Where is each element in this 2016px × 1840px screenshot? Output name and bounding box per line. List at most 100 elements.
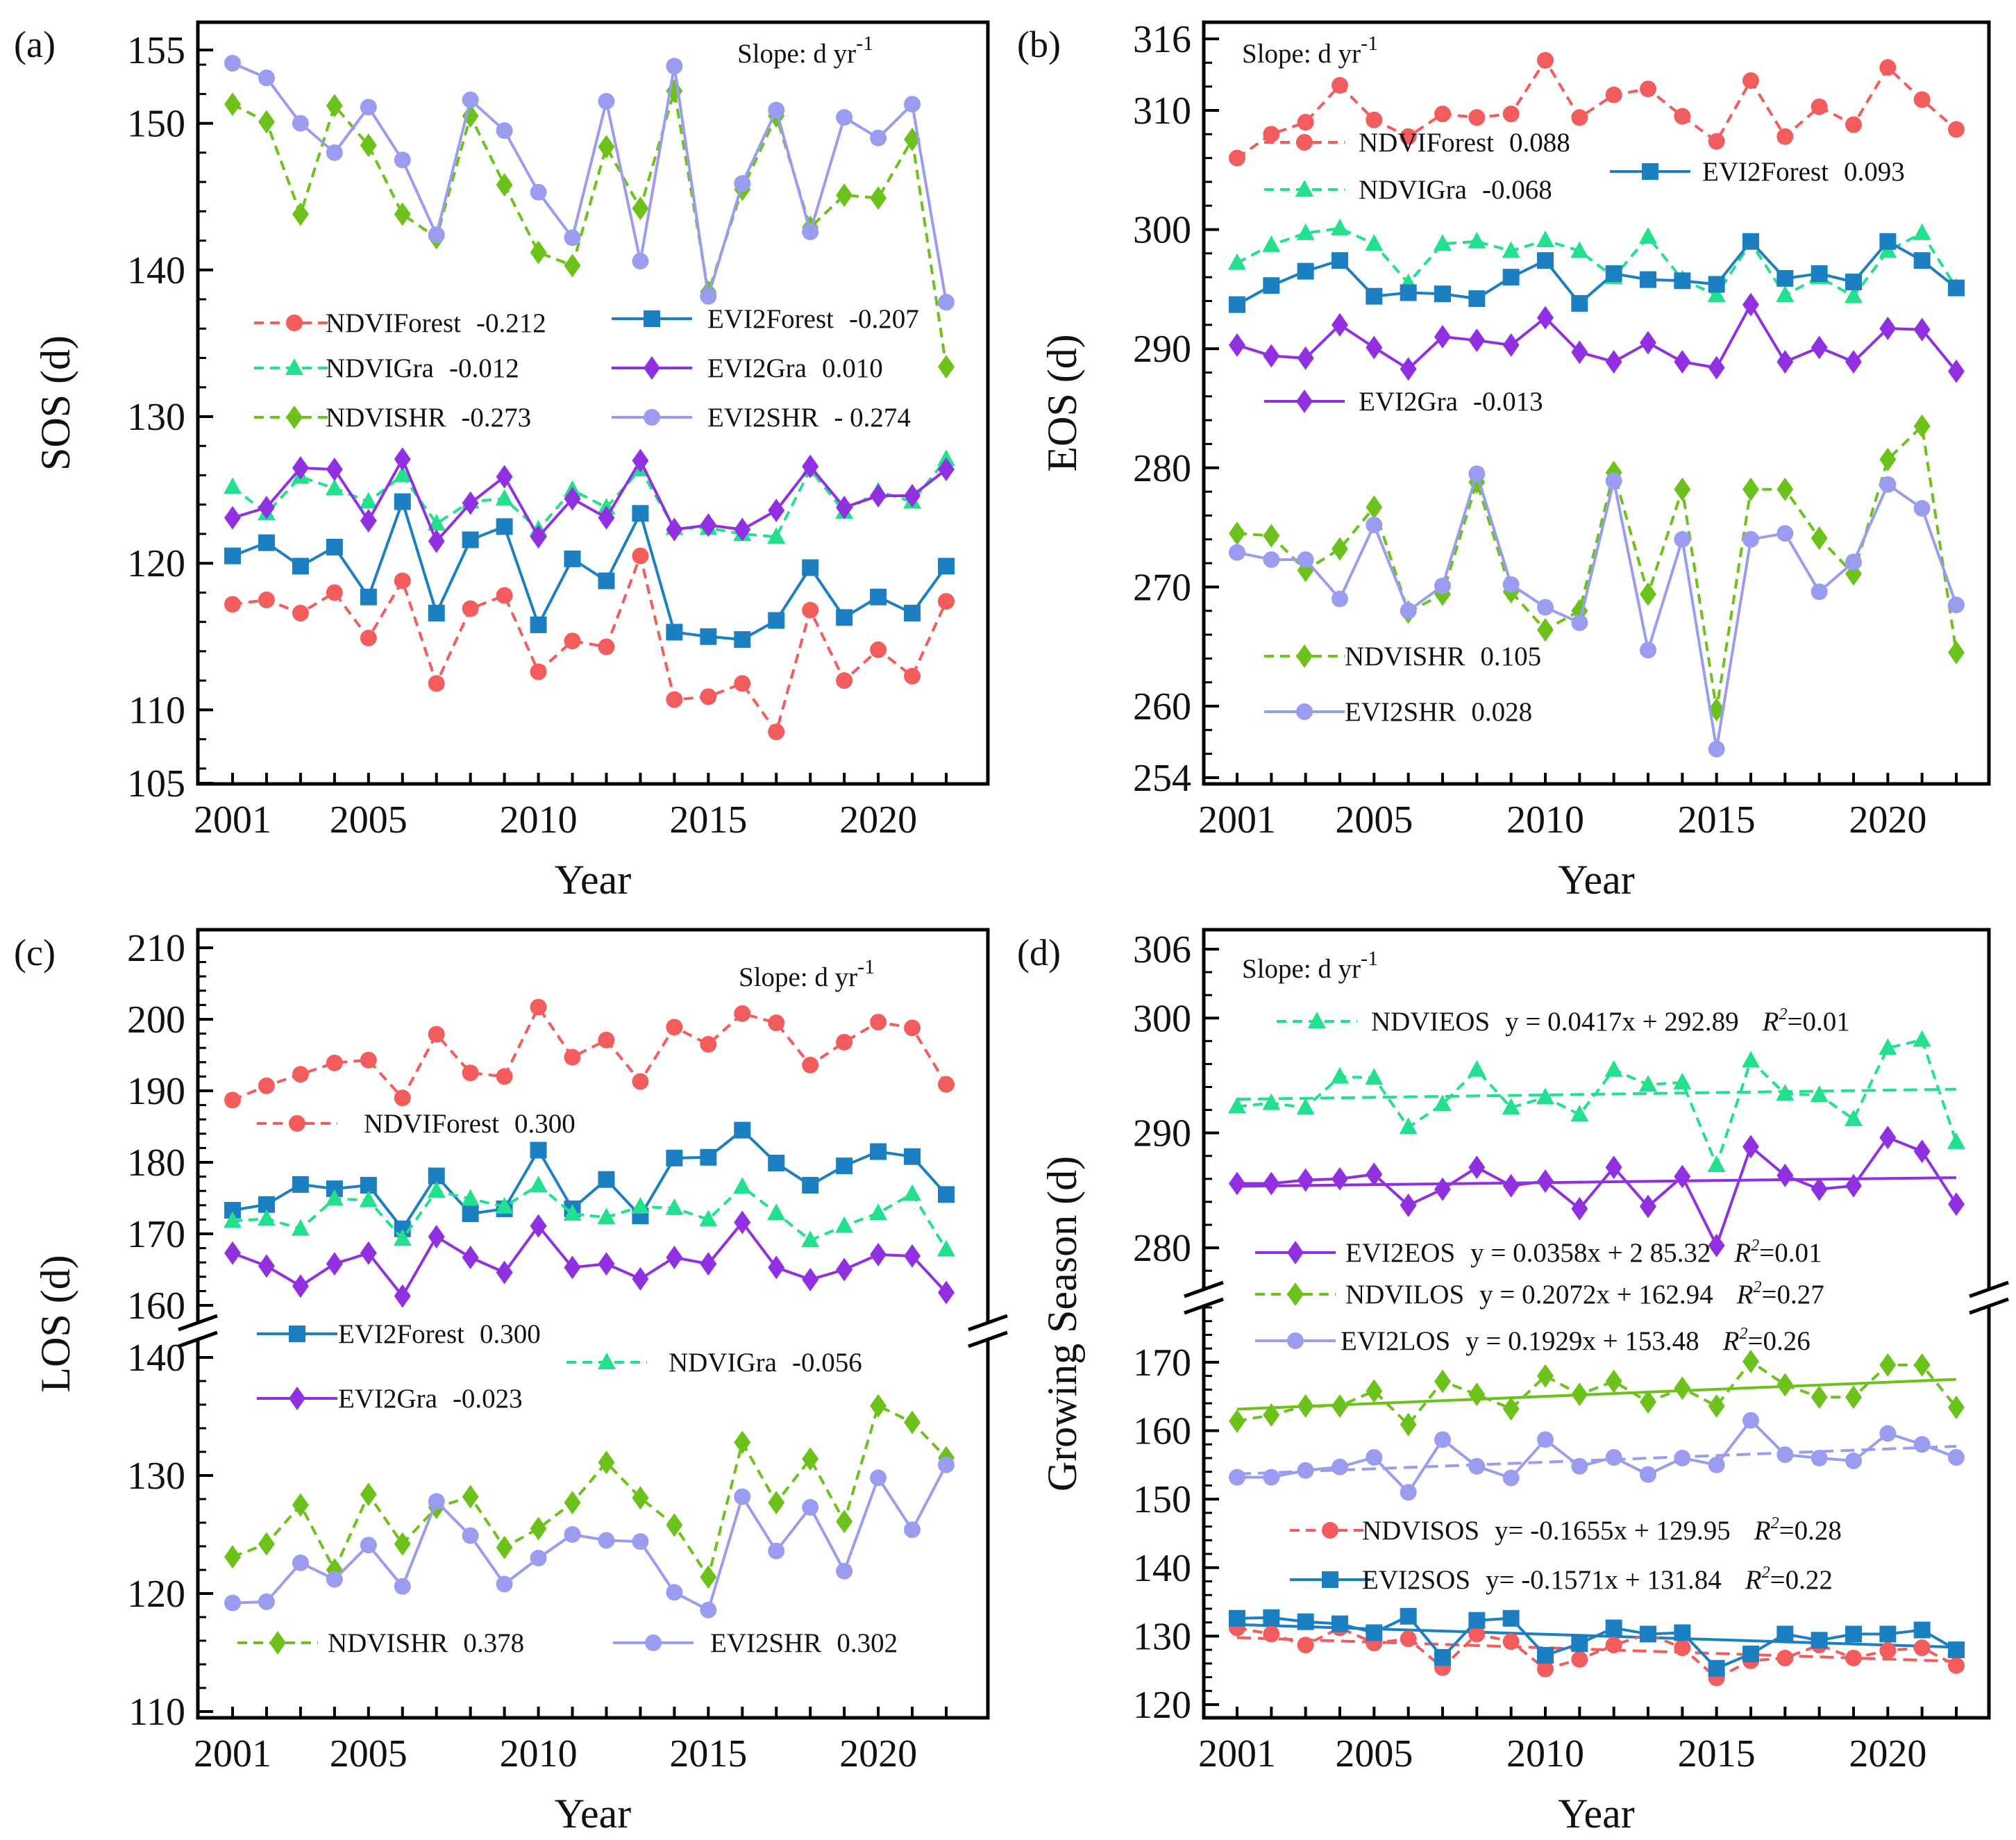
data-point-EVI2SHR-2009 xyxy=(496,1575,513,1593)
legend-marker-square xyxy=(1322,1571,1338,1588)
data-point-EVI2SOS-2012 xyxy=(1605,1619,1622,1637)
data-point-NDVILOS-2012 xyxy=(1605,1369,1622,1394)
data-point-NDVISHR-2019 xyxy=(836,183,853,208)
data-point-NDVIForest-2012 xyxy=(598,1031,615,1048)
data-point-NDVIEOS-2016 xyxy=(1742,1051,1760,1068)
series-line-NDVISHR xyxy=(1236,423,1958,710)
data-point-EVI2SHR-2004 xyxy=(326,144,343,161)
data-point-EVI2Forest-2019 xyxy=(836,1157,853,1175)
slope-label: Slope: d yr xyxy=(739,962,857,992)
legend-marker-circle xyxy=(645,1634,662,1651)
data-point-EVI2SOS-2017 xyxy=(1776,1625,1794,1643)
data-point-EVI2Forest-2002 xyxy=(1263,277,1280,294)
data-point-NDVIGra-2017 xyxy=(767,527,786,544)
series-line-EVI2SHR xyxy=(232,1464,948,1612)
data-point-NDVIForest-2009 xyxy=(496,587,513,604)
y-tick-label: 160 xyxy=(1133,1410,1191,1453)
data-point-EVI2EOS-2007 xyxy=(1434,1177,1451,1201)
data-point-EVI2SHR-2005 xyxy=(360,1537,377,1554)
x-tick-label: 2010 xyxy=(1506,798,1584,842)
data-point-EVI2SOS-2007 xyxy=(1434,1648,1451,1666)
data-point-NDVIForest-2014 xyxy=(1674,108,1691,125)
data-point-EVI2Forest-2014 xyxy=(666,624,683,641)
data-point-NDVIEOS-2002 xyxy=(1262,1093,1281,1110)
legend-text: NDVIGra -0.056 xyxy=(669,1348,862,1378)
data-point-EVI2Forest-2008 xyxy=(462,1205,479,1223)
series-line-NDVIForest xyxy=(232,1004,948,1102)
data-point-EVI2SHR-2022 xyxy=(938,294,955,311)
data-point-NDVIForest-2020 xyxy=(870,1014,887,1031)
data-point-EVI2LOS-2008 xyxy=(1468,1457,1486,1475)
data-point-EVI2SHR-2003 xyxy=(292,1554,309,1571)
data-point-EVI2Forest-2018 xyxy=(1811,265,1828,283)
data-point-EVI2SHR-2001 xyxy=(224,1594,241,1612)
data-point-EVI2Gra-2011 xyxy=(564,487,581,511)
data-point-NDVILOS-2008 xyxy=(1468,1382,1486,1407)
legend-item-NDVISOS: NDVISOS y= -0.1655x + 129.95 R2=0.28 xyxy=(1290,1514,1842,1546)
series-EVI2SHR xyxy=(224,1456,955,1619)
y-axis-title: Growing Season (d) xyxy=(1039,1156,1085,1491)
data-point-NDVIEOS-2010 xyxy=(1536,1087,1554,1105)
data-point-EVI2Forest-2008 xyxy=(1468,290,1486,308)
legend-series-name: EVI2Forest xyxy=(338,1319,464,1349)
data-point-NDVILOS-2010 xyxy=(1537,1364,1554,1388)
legend-item-NDVIForest: NDVIForest -0.212 xyxy=(254,308,546,338)
data-point-NDVIGra-2001 xyxy=(1228,253,1246,270)
legend-text: EVI2SHR - 0.274 xyxy=(707,403,911,433)
data-point-NDVIEOS-2013 xyxy=(1639,1075,1657,1092)
data-point-EVI2Forest-2020 xyxy=(1879,233,1897,250)
data-point-EVI2Gra-2021 xyxy=(904,1244,921,1268)
y-tick-label: 280 xyxy=(1133,1227,1191,1270)
data-point-NDVIEOS-2004 xyxy=(1331,1067,1349,1084)
data-point-NDVIGra-2002 xyxy=(1262,235,1281,252)
series-line-EVI2LOS xyxy=(1237,1418,1957,1495)
legend-series-name: EVI2Forest xyxy=(1702,157,1829,187)
data-point-EVI2SOS-2010 xyxy=(1537,1646,1554,1664)
data-point-NDVILOS-2001 xyxy=(1229,1409,1245,1433)
data-point-NDVISHR-2011 xyxy=(564,253,581,278)
data-point-EVI2SHR-2015 xyxy=(1708,740,1725,758)
data-point-NDVIForest-2003 xyxy=(292,1066,309,1083)
data-point-NDVILOS-2013 xyxy=(1640,1390,1656,1414)
data-point-EVI2LOS-2020 xyxy=(1879,1425,1897,1442)
data-point-EVI2Gra-2017 xyxy=(768,499,785,523)
legend-item-NDVILOS: NDVILOS y = 0.2072x + 162.94 R2=0.27 xyxy=(1255,1278,1824,1310)
data-point-NDVIGra-2021 xyxy=(1913,223,1931,240)
data-point-EVI2SHR-2012 xyxy=(1605,472,1622,490)
data-point-NDVILOS-2006 xyxy=(1400,1412,1417,1437)
legend-marker-triangle xyxy=(1308,1012,1326,1028)
data-point-EVI2Forest-2013 xyxy=(1640,271,1656,288)
data-point-NDVIForest-2019 xyxy=(836,672,853,689)
data-point-EVI2SOS-2022 xyxy=(1948,1641,1965,1659)
data-point-NDVIForest-2013 xyxy=(632,547,649,564)
series-line-NDVISOS xyxy=(1236,1626,1957,1680)
data-point-EVI2EOS-2010 xyxy=(1537,1169,1554,1194)
data-point-EVI2Gra-2009 xyxy=(1502,333,1520,358)
data-point-NDVIGra-2004 xyxy=(325,478,344,496)
data-point-EVI2Gra-2002 xyxy=(258,495,275,519)
data-point-EVI2SHR-2013 xyxy=(632,253,649,270)
data-point-EVI2SHR-2020 xyxy=(1879,476,1897,493)
data-point-EVI2Gra-2014 xyxy=(666,517,683,542)
r2-superscript: 2 xyxy=(1754,1278,1762,1296)
x-tick-label: 2015 xyxy=(669,798,747,842)
data-point-NDVIForest-2019 xyxy=(836,1033,853,1051)
legend-item-EVI2SHR: EVI2SHR 0.028 xyxy=(1264,697,1532,727)
data-point-NDVISHR-2022 xyxy=(938,355,955,379)
data-point-NDVIEOS-2022 xyxy=(1947,1132,1965,1149)
x-tick-label: 2001 xyxy=(1198,798,1276,842)
panel-label: (a) xyxy=(14,24,56,65)
r2-value: =0.22 xyxy=(1770,1565,1833,1595)
data-point-NDVIEOS-2014 xyxy=(1673,1072,1692,1089)
legend-marker-diamond xyxy=(644,356,660,380)
data-point-EVI2Forest-2021 xyxy=(1913,252,1931,269)
data-point-EVI2SOS-2002 xyxy=(1263,1609,1280,1626)
data-point-NDVIForest-2009 xyxy=(1502,106,1520,123)
legend-slope: 0.300 xyxy=(514,1109,576,1139)
data-point-EVI2SOS-2008 xyxy=(1468,1612,1486,1629)
data-point-NDVIForest-2003 xyxy=(1297,114,1314,131)
data-point-NDVIGra-2022 xyxy=(937,1239,955,1257)
legend-text: NDVIForest 0.300 xyxy=(364,1109,576,1139)
panel-label: (b) xyxy=(1017,24,1061,65)
